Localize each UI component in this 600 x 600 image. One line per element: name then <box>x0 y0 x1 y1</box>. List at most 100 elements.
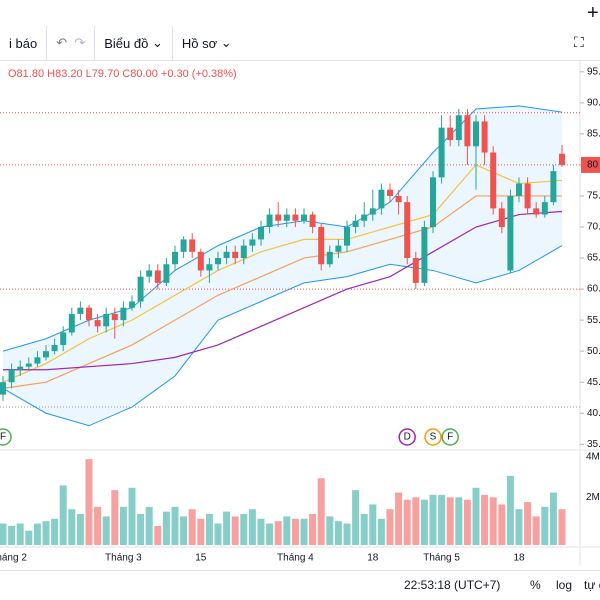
add-button[interactable]: + <box>587 2 599 24</box>
volume-bar <box>102 516 110 545</box>
y-tick-label: 50. <box>587 346 600 357</box>
profile-menu[interactable]: Hồ sơ ⌄ <box>181 35 232 51</box>
candle-body <box>404 202 411 259</box>
volume-bar <box>489 497 497 545</box>
volume-bar <box>506 475 514 545</box>
candle-body <box>77 307 84 314</box>
volume-bar <box>317 478 325 545</box>
event-label: D <box>404 432 411 443</box>
volume-bar <box>360 514 368 545</box>
candle-body <box>120 307 127 321</box>
volume-bar <box>240 514 248 545</box>
candle-body <box>25 363 32 367</box>
volume-bar <box>145 506 153 545</box>
volume-bar <box>137 514 145 545</box>
volume-bar <box>532 516 540 545</box>
candle-body <box>94 320 101 327</box>
candle-body <box>129 301 135 308</box>
volume-bar <box>463 499 471 545</box>
chart-menu[interactable]: Biểu đồ ⌄ <box>95 26 173 60</box>
ohlc-legend: O81.80 H83.20 L79.70 C80.00 +0.30 (+0.38… <box>8 68 237 80</box>
candle-body <box>473 121 479 147</box>
candle-body <box>412 258 419 283</box>
volume-bar <box>162 511 170 545</box>
y-tick-label: 35. <box>587 439 600 450</box>
candle-body <box>154 270 161 283</box>
candle-body <box>516 183 522 196</box>
volume-bar <box>248 509 256 545</box>
toolbar: i báo ↶ ↷ Biểu đồ ⌄ Hồ sơ ⌄ ⛶ <box>0 26 600 61</box>
candle-body <box>197 251 204 271</box>
moving-average <box>2 164 563 383</box>
y-tick-label: 75. <box>587 191 600 202</box>
candle-body <box>533 208 540 215</box>
candle-body <box>309 214 316 227</box>
volume-bar <box>197 518 205 545</box>
clock: 22:53:18 (UTC+7) <box>404 578 501 592</box>
candle-body <box>249 239 256 246</box>
volume-bar <box>352 490 360 545</box>
volume-bar <box>515 509 523 545</box>
candle-body <box>43 351 49 358</box>
volume-bar <box>429 494 437 545</box>
percent-toggle[interactable]: % <box>530 578 541 592</box>
candle-body <box>68 313 75 333</box>
log-toggle[interactable]: log <box>556 578 573 592</box>
candle-body <box>438 127 445 178</box>
candle-body <box>137 276 144 302</box>
candle-body <box>189 239 196 252</box>
y-tick-label: 70. <box>587 222 600 233</box>
volume-bar <box>343 523 351 545</box>
undo-redo[interactable]: ↶ ↷ <box>47 26 96 60</box>
candle-body <box>301 214 307 221</box>
volume-bar <box>154 525 162 545</box>
volume-bar <box>214 523 222 545</box>
volume-bar <box>455 497 463 545</box>
volume-bar <box>283 516 291 545</box>
indicators-button[interactable]: i báo <box>0 26 48 60</box>
indicators-label: i báo <box>9 35 38 51</box>
volume-bar <box>42 521 50 545</box>
candle-body <box>455 115 462 141</box>
volume-bar <box>472 487 480 545</box>
x-tick-label: 18 <box>367 553 379 564</box>
volume-bar <box>558 509 566 545</box>
candle-body <box>86 307 92 321</box>
fullscreen-button[interactable]: ⛶ <box>574 34 584 50</box>
volume-bar <box>111 490 119 545</box>
volume-tick-label: 2M <box>586 492 600 503</box>
candle-body <box>369 208 376 215</box>
last-price-label: 80 <box>587 160 599 171</box>
auto-toggle[interactable]: tự độ <box>584 578 600 592</box>
volume-bar <box>541 506 549 545</box>
candle-body <box>335 245 342 252</box>
candle-body <box>464 115 471 147</box>
volume-bar <box>25 530 33 545</box>
volume-bar <box>334 521 342 545</box>
volume-bar <box>171 506 179 545</box>
volume-bar <box>395 492 403 545</box>
y-tick-label: 90. <box>587 97 600 108</box>
volume-bar <box>309 514 317 545</box>
volume-bar <box>266 523 274 545</box>
volume-bar <box>377 518 385 545</box>
x-tick-label: háng 2 <box>0 553 27 564</box>
x-tick-label: Tháng 3 <box>105 553 142 564</box>
event-label: S <box>430 432 437 443</box>
y-tick-label: 65. <box>587 253 600 264</box>
volume-bar <box>188 509 196 545</box>
x-tick-label: 15 <box>195 553 207 564</box>
y-tick-label: 95. <box>587 66 600 77</box>
volume-bar <box>498 504 506 545</box>
candle-body <box>395 195 402 203</box>
candle-body <box>266 214 273 227</box>
candle-body <box>447 127 454 141</box>
volume-bar <box>68 509 76 545</box>
volume-bar <box>291 518 299 545</box>
y-tick-label: 45. <box>587 377 600 388</box>
candle-body <box>326 251 333 265</box>
volume-bar <box>403 499 411 545</box>
band-line <box>2 245 563 427</box>
y-tick-label: 60. <box>587 284 600 295</box>
last-price-tag <box>581 156 600 173</box>
